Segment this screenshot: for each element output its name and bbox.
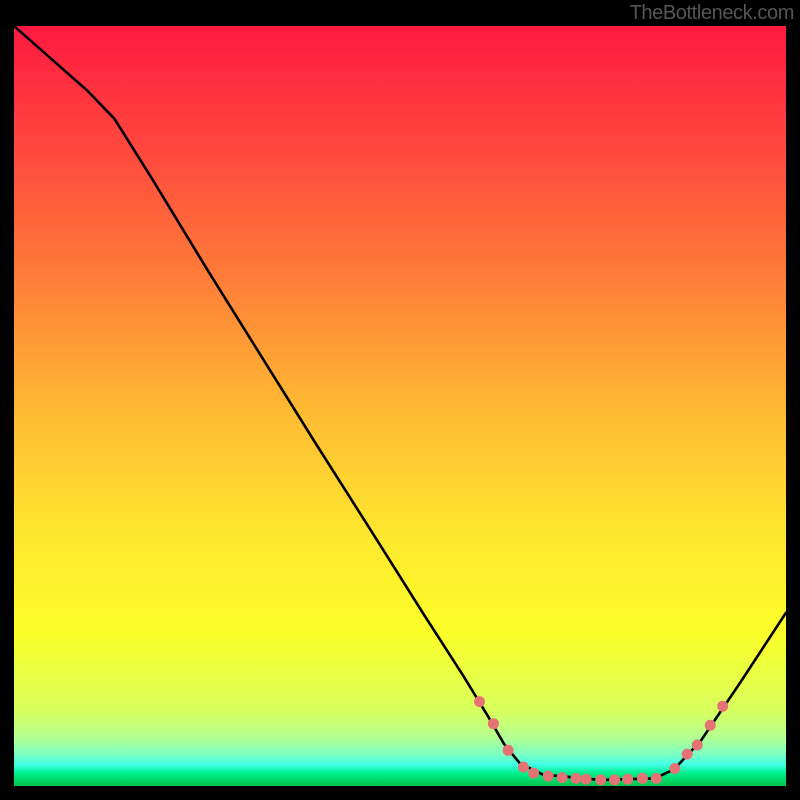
curve-marker: [705, 720, 716, 731]
watermark-text: TheBottleneck.com: [630, 2, 794, 25]
curve-marker: [682, 749, 693, 760]
curve-marker: [637, 773, 648, 784]
curve-marker: [571, 773, 582, 784]
curve-marker: [543, 771, 554, 782]
curve-marker: [581, 774, 592, 785]
curve-marker: [488, 718, 499, 729]
curve-marker: [595, 774, 606, 785]
curve-marker: [622, 774, 633, 785]
curve-marker: [557, 772, 568, 783]
curve-marker: [669, 763, 680, 774]
chart-plot-area: [14, 26, 786, 786]
curve-marker: [692, 740, 703, 751]
curve-marker: [651, 773, 662, 784]
curve-marker: [474, 696, 485, 707]
curve-marker: [503, 745, 514, 756]
curve-markers: [474, 696, 728, 785]
curve-marker: [518, 762, 529, 773]
bottleneck-curve: [14, 26, 786, 780]
curve-marker: [609, 774, 620, 785]
curve-marker: [717, 701, 728, 712]
curve-layer: [14, 26, 786, 786]
curve-marker: [528, 768, 539, 779]
